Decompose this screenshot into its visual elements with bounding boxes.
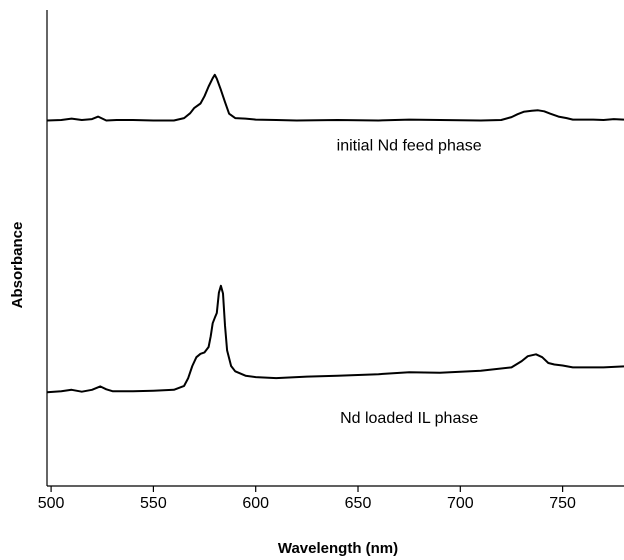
x-tick-label: 750 (549, 495, 576, 512)
x-tick-label: 650 (345, 495, 372, 512)
x-axis-title: Wavelength (nm) (278, 540, 398, 557)
x-tick-label: 700 (447, 495, 474, 512)
x-axis-ticks: 500 550 600 650 700 750 (38, 486, 576, 512)
series-line-2 (46, 284, 624, 394)
annotations: initial Nd feed phase Nd loaded IL phase (337, 138, 482, 427)
x-tick-label: 550 (140, 495, 167, 512)
y-axis-title: Absorbance (9, 222, 26, 309)
x-tick-label: 500 (38, 495, 65, 512)
annotation-label: Nd loaded IL phase (340, 410, 478, 427)
series-line-1 (46, 73, 624, 122)
x-tick-label: 600 (242, 495, 269, 512)
annotation-label: initial Nd feed phase (337, 138, 482, 155)
series-group (46, 73, 624, 394)
